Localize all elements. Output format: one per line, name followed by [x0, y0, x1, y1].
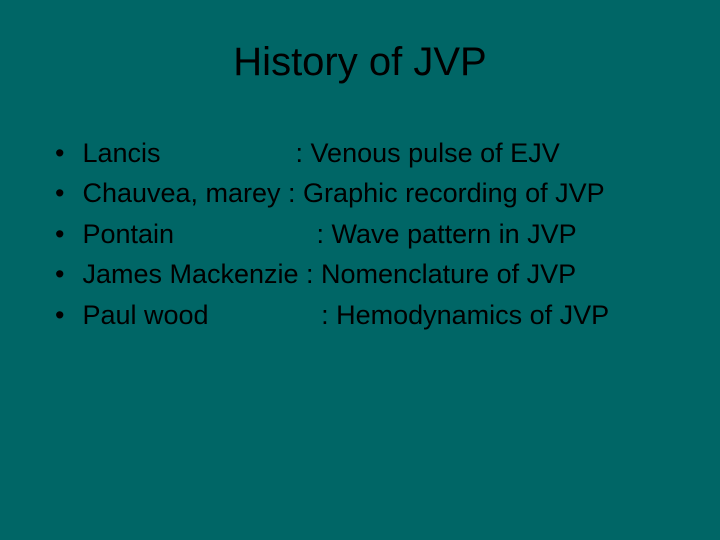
bullet-marker-icon: • [55, 135, 64, 171]
bullet-list: • Lancis : Venous pulse of EJV • Chauvea… [40, 135, 680, 333]
slide-title: History of JVP [40, 40, 680, 85]
bullet-marker-icon: • [55, 216, 64, 252]
bullet-text: James Mackenzie : Nomenclature of JVP [82, 256, 576, 292]
bullet-text: Paul wood : Hemodynamics of JVP [82, 297, 609, 333]
bullet-text: Lancis : Venous pulse of EJV [82, 135, 559, 171]
list-item: • Chauvea, marey : Graphic recording of … [55, 175, 680, 211]
bullet-marker-icon: • [55, 256, 64, 292]
bullet-marker-icon: • [55, 297, 64, 333]
list-item: • James Mackenzie : Nomenclature of JVP [55, 256, 680, 292]
bullet-text: Pontain : Wave pattern in JVP [82, 216, 576, 252]
list-item: • Lancis : Venous pulse of EJV [55, 135, 680, 171]
bullet-marker-icon: • [55, 175, 64, 211]
bullet-text: Chauvea, marey : Graphic recording of JV… [82, 175, 604, 211]
slide: History of JVP • Lancis : Venous pulse o… [0, 0, 720, 540]
list-item: • Paul wood : Hemodynamics of JVP [55, 297, 680, 333]
list-item: • Pontain : Wave pattern in JVP [55, 216, 680, 252]
